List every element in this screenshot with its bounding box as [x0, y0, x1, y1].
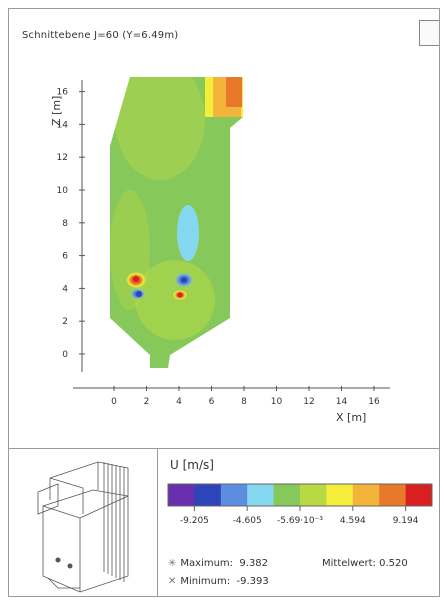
y-axis-label: Z [m] — [50, 96, 63, 126]
velocity-field — [110, 77, 243, 368]
maximum-stat: ✳ Maximum: 9.382 — [168, 558, 268, 569]
y-tick-label: 14 — [57, 120, 69, 130]
asterisk-icon: ✳ — [168, 558, 177, 569]
colorbar-label: -4.605 — [232, 516, 262, 526]
x-axis-label: X [m] — [336, 411, 366, 424]
maximum-label: Maximum: — [180, 558, 234, 569]
x-tick-label: 4 — [176, 397, 182, 407]
x-ticks: 0 2 4 6 8 10 12 14 16 — [111, 386, 380, 407]
boiler-3d-icon — [37, 461, 129, 593]
y-tick-label: 6 — [62, 252, 68, 262]
colorbar-label: 9.194 — [392, 516, 419, 526]
y-tick-label: 0 — [62, 350, 68, 360]
colorbar-label: -9.205 — [179, 516, 209, 526]
x-tick-label: 10 — [271, 397, 283, 407]
mean-value: 0.520 — [379, 558, 408, 569]
minimum-stat: ✕ Minimum: -9.393 — [168, 576, 269, 587]
contour-plot: 0 2 4 6 8 10 12 14 16 0 2 4 6 8 10 12 14 16 X [m] Z [m] — [50, 77, 390, 424]
x-tick-label: 0 — [111, 397, 117, 407]
cross-icon: ✕ — [168, 576, 177, 587]
x-tick-label: 12 — [303, 397, 314, 407]
minimum-value: -9.393 — [236, 576, 269, 587]
colorbar-label: 4.594 — [339, 516, 366, 526]
y-tick-label: 4 — [62, 284, 68, 294]
model-thumbnail — [8, 448, 158, 597]
colorbar-label: -5.69·10⁻³ — [277, 516, 323, 526]
x-tick-label: 16 — [368, 397, 380, 407]
section-divider — [8, 448, 440, 449]
x-tick-label: 2 — [144, 397, 150, 407]
colorbar-title: U [m/s] — [170, 458, 214, 472]
x-tick-label: 14 — [336, 397, 348, 407]
maximum-value: 9.382 — [239, 558, 269, 569]
y-tick-label: 16 — [57, 88, 69, 98]
y-tick-label: 12 — [57, 153, 68, 163]
y-tick-label: 2 — [62, 317, 68, 327]
y-tick-label: 10 — [57, 186, 69, 196]
y-ticks: 0 2 4 6 8 10 12 14 16 — [57, 88, 85, 360]
minimum-label: Minimum: — [180, 576, 231, 587]
x-tick-label: 8 — [241, 397, 247, 407]
mean-label: Mittelwert: — [322, 558, 376, 569]
y-tick-label: 8 — [62, 219, 68, 229]
plot-title: Schnittebene J=60 (Y=6.49m) — [22, 30, 179, 41]
x-tick-label: 6 — [209, 397, 215, 407]
view-orientation-icon[interactable] — [419, 20, 439, 46]
mean-stat: Mittelwert: 0.520 — [322, 558, 408, 569]
